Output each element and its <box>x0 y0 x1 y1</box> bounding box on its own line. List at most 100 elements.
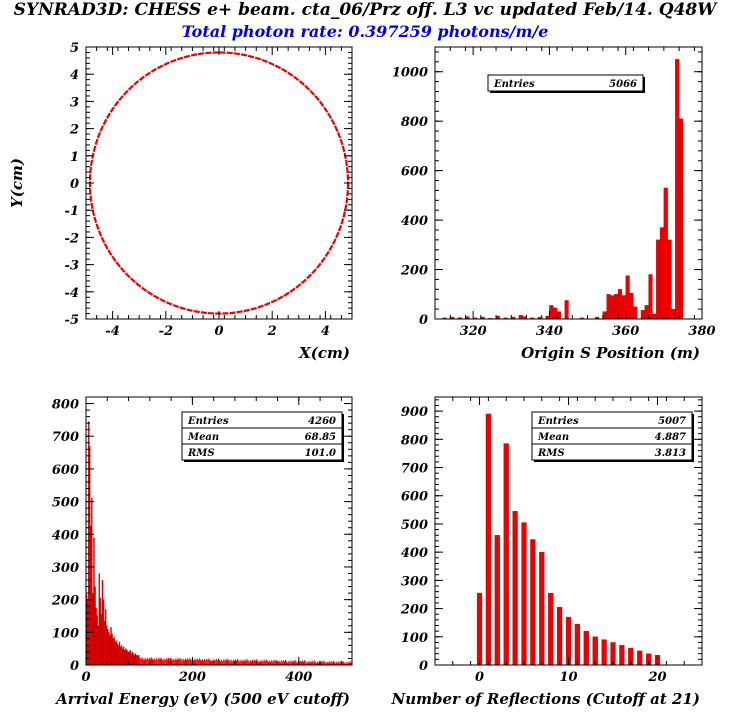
bar <box>194 658 196 665</box>
bar <box>346 663 348 665</box>
bar <box>251 659 254 665</box>
bar <box>176 659 178 665</box>
y-tick-label: -1 <box>65 204 79 219</box>
bar <box>163 658 165 665</box>
bar <box>208 658 210 665</box>
bar <box>122 648 124 666</box>
chart-title: SYNRAD3D: CHESS e+ beam. cta_06/Prz off.… <box>13 0 717 20</box>
bar <box>140 658 142 665</box>
y-tick-label: 300 <box>401 574 428 589</box>
bar <box>173 658 175 665</box>
y-tick-label: 800 <box>401 115 428 130</box>
bar <box>199 659 201 665</box>
bar <box>144 658 146 665</box>
stats-value: 4260 <box>308 416 336 427</box>
y-tick-label: 800 <box>52 398 79 413</box>
bar <box>148 657 150 665</box>
bar <box>158 657 160 665</box>
bar <box>629 292 634 320</box>
y-tick-label: 0 <box>419 659 428 674</box>
bar <box>557 607 563 666</box>
bar <box>126 650 128 666</box>
bar <box>212 660 214 665</box>
bar <box>299 660 301 665</box>
bar <box>349 661 351 665</box>
stats-box-frame <box>531 411 693 461</box>
bar <box>331 662 333 665</box>
bar <box>241 661 243 665</box>
bar <box>245 660 247 665</box>
bar <box>205 660 207 665</box>
bar <box>220 661 222 665</box>
bar <box>298 662 300 665</box>
y-tick-label: 0 <box>70 177 79 192</box>
x-tick-label: 360 <box>612 324 639 339</box>
bar <box>278 660 280 665</box>
panel-3: 0 200 400 0 100 200 300 400 500 600 700 800 Arrival … <box>51 396 353 708</box>
stats-value: 5007 <box>658 416 686 427</box>
bar <box>214 660 216 665</box>
x-tick-label: 340 <box>536 324 563 339</box>
y-tick-label: 3 <box>70 95 79 110</box>
bar <box>260 661 262 665</box>
bar <box>123 646 125 666</box>
bar <box>110 627 112 666</box>
bar <box>494 535 500 666</box>
bar <box>115 640 118 666</box>
bar <box>184 658 187 665</box>
bar <box>100 614 103 666</box>
bar <box>197 659 199 665</box>
bar <box>279 662 281 665</box>
bar <box>266 660 268 665</box>
bar <box>315 663 317 665</box>
bar <box>343 662 345 665</box>
plot-frame <box>434 46 703 320</box>
bar <box>309 660 311 665</box>
bar <box>574 623 580 666</box>
bar <box>644 305 649 320</box>
y-tick-label: 200 <box>51 594 79 609</box>
bar <box>640 310 645 320</box>
x-tick-label: 10 <box>559 670 577 685</box>
bar <box>323 660 325 665</box>
y-tick-label: 100 <box>401 631 428 646</box>
bar <box>139 657 141 665</box>
bar <box>204 659 206 665</box>
bar <box>617 289 623 320</box>
bar <box>225 659 227 665</box>
bar <box>548 592 554 666</box>
bar <box>230 659 232 665</box>
x-tick-label: 2 <box>267 324 277 339</box>
bar <box>583 630 589 666</box>
bar <box>151 658 154 665</box>
bar <box>224 660 226 665</box>
bar <box>161 658 163 665</box>
y-tick-label: 1000 <box>392 66 428 81</box>
bar <box>238 660 240 665</box>
x-tick-label: 0 <box>81 670 90 685</box>
y-tick-label: 600 <box>401 165 428 180</box>
bar <box>183 660 185 665</box>
bar <box>304 660 306 665</box>
bar <box>228 660 230 665</box>
bar <box>334 663 337 665</box>
bar <box>177 658 179 665</box>
bar <box>236 660 238 665</box>
bars <box>476 413 661 666</box>
x-axis-label: Arrival Energy (eV) (500 eV cutoff) <box>54 690 350 708</box>
bar <box>301 660 304 665</box>
bar <box>174 660 176 665</box>
bar <box>305 661 307 665</box>
y-tick-label: 600 <box>52 463 79 478</box>
bar <box>242 659 244 665</box>
bar <box>118 641 121 666</box>
bar <box>633 306 638 320</box>
bar <box>231 661 233 665</box>
y-tick-label: 200 <box>400 603 428 618</box>
bar <box>271 660 273 665</box>
x-tick-label: 320 <box>460 324 487 339</box>
bar <box>198 658 200 665</box>
bar <box>512 511 518 666</box>
bar <box>325 663 327 665</box>
stats-box-frame <box>487 74 644 92</box>
